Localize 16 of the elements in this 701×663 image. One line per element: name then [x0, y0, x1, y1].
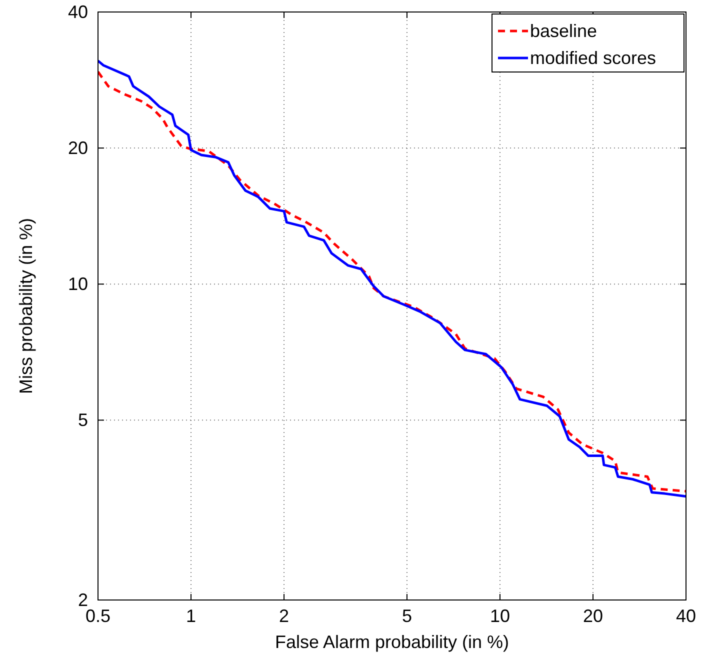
- y-tick-label: 2: [78, 590, 88, 610]
- x-tick-label: 1: [186, 606, 196, 626]
- x-tick-label: 0.5: [85, 606, 111, 626]
- y-tick-label: 40: [68, 2, 88, 22]
- y-tick-label: 10: [68, 274, 88, 294]
- x-tick-label: 20: [582, 606, 604, 626]
- legend-label: modified scores: [530, 48, 656, 68]
- x-tick-label: 40: [676, 606, 696, 626]
- x-tick-label: 10: [490, 606, 510, 626]
- x-tick-label: 5: [402, 606, 412, 626]
- y-axis-title: Miss probability (in %): [16, 218, 36, 394]
- legend-label: baseline: [530, 21, 598, 41]
- y-tick-label: 20: [68, 138, 88, 158]
- y-tick-label: 5: [78, 410, 88, 430]
- x-axis-title: False Alarm probability (in %): [274, 632, 510, 652]
- x-tick-label: 2: [279, 606, 290, 626]
